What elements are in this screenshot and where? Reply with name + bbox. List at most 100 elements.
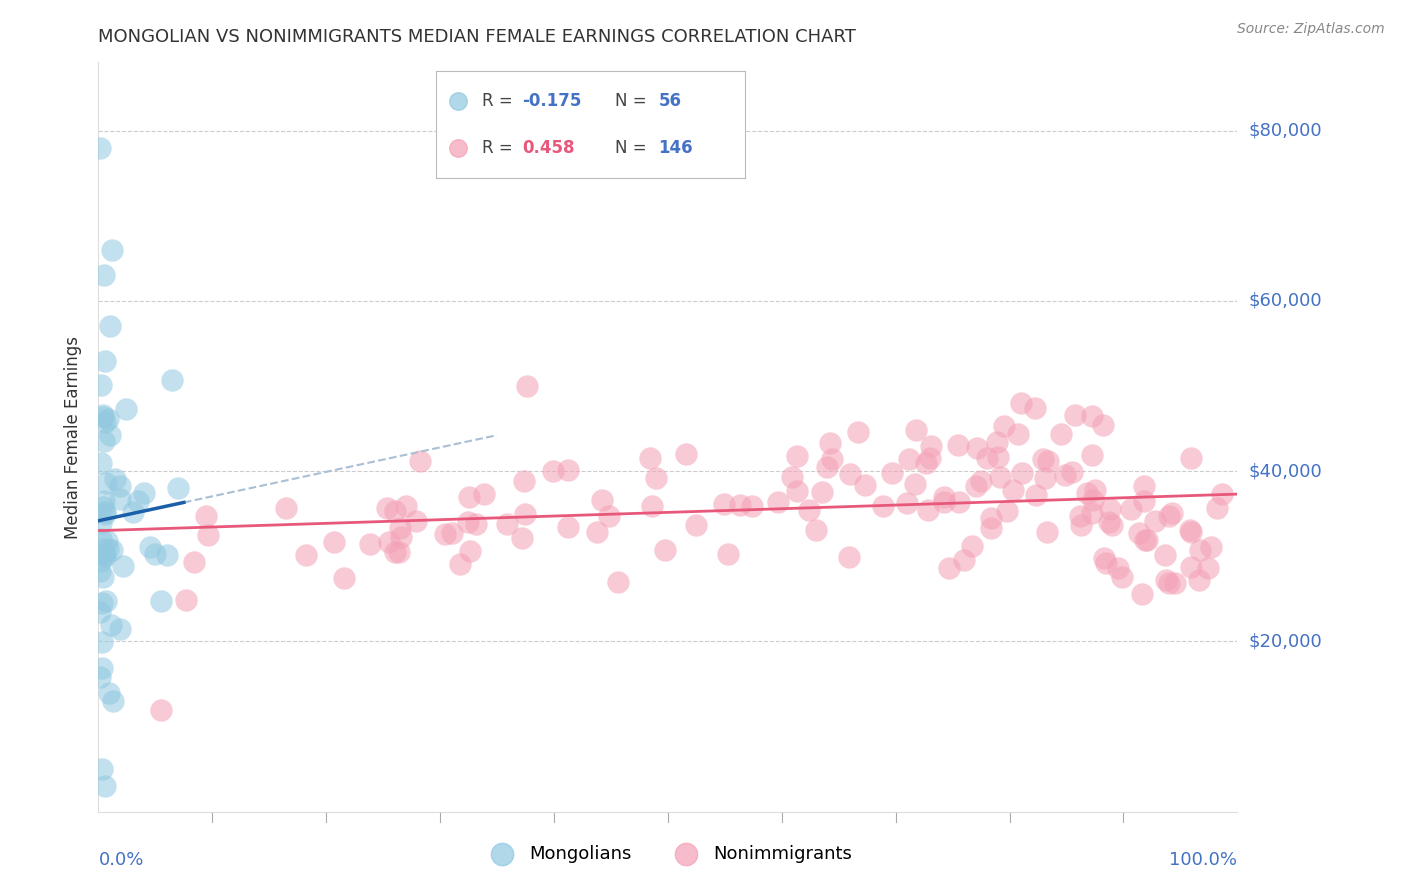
Point bbox=[806, 523, 828, 537]
Point bbox=[276, 501, 298, 516]
Point bbox=[103, 694, 125, 708]
Point bbox=[395, 499, 418, 513]
Point bbox=[93, 508, 115, 522]
Point bbox=[97, 541, 120, 556]
Point bbox=[713, 497, 735, 511]
Point bbox=[91, 596, 114, 610]
Point bbox=[1133, 479, 1156, 493]
Point bbox=[920, 451, 942, 466]
Text: $40,000: $40,000 bbox=[1249, 462, 1322, 480]
Point bbox=[1119, 502, 1142, 516]
Point bbox=[1164, 576, 1187, 591]
Point bbox=[101, 243, 124, 257]
Point bbox=[962, 539, 984, 553]
Point bbox=[1010, 396, 1032, 410]
Point bbox=[389, 521, 412, 535]
Point bbox=[1080, 506, 1102, 520]
Point bbox=[1083, 493, 1105, 508]
Text: 100.0%: 100.0% bbox=[1170, 851, 1237, 869]
Point bbox=[1107, 561, 1129, 575]
Point bbox=[557, 463, 579, 477]
Point bbox=[1084, 483, 1107, 498]
Point bbox=[441, 526, 464, 541]
Point bbox=[458, 490, 481, 504]
Point bbox=[377, 534, 399, 549]
Point bbox=[94, 353, 117, 368]
Point bbox=[457, 516, 479, 530]
Point bbox=[89, 140, 111, 154]
Point bbox=[838, 549, 860, 564]
Point bbox=[880, 467, 903, 481]
Point bbox=[516, 379, 538, 393]
Point bbox=[920, 439, 942, 453]
Point bbox=[294, 548, 316, 562]
Point bbox=[904, 423, 927, 437]
Legend: Mongolians, Nonimmigrants: Mongolians, Nonimmigrants bbox=[477, 838, 859, 870]
Point bbox=[1033, 471, 1056, 485]
Point bbox=[948, 494, 970, 508]
Point bbox=[1001, 483, 1024, 498]
Point bbox=[820, 436, 842, 450]
Point bbox=[872, 499, 894, 513]
Point bbox=[359, 537, 381, 551]
Point bbox=[1157, 508, 1180, 523]
Point bbox=[675, 447, 697, 461]
Text: -0.175: -0.175 bbox=[523, 93, 582, 111]
Point bbox=[988, 469, 1011, 483]
Point bbox=[1031, 452, 1053, 467]
Text: $80,000: $80,000 bbox=[1249, 121, 1322, 139]
Point bbox=[641, 499, 664, 513]
Point bbox=[98, 427, 121, 442]
Point bbox=[90, 378, 112, 392]
Point bbox=[1111, 570, 1133, 584]
Point bbox=[150, 702, 173, 716]
Point bbox=[90, 456, 112, 470]
Point bbox=[728, 498, 751, 512]
Point bbox=[433, 526, 456, 541]
Point bbox=[409, 454, 432, 468]
Text: Source: ZipAtlas.com: Source: ZipAtlas.com bbox=[1237, 22, 1385, 37]
Point bbox=[91, 409, 114, 424]
Point bbox=[98, 319, 121, 334]
Point bbox=[1160, 506, 1182, 520]
Point bbox=[174, 593, 197, 607]
Text: MONGOLIAN VS NONIMMIGRANTS MEDIAN FEMALE EARNINGS CORRELATION CHART: MONGOLIAN VS NONIMMIGRANTS MEDIAN FEMALE… bbox=[98, 28, 856, 45]
Point bbox=[987, 450, 1010, 464]
Point bbox=[780, 470, 803, 484]
Point bbox=[93, 541, 115, 556]
Point bbox=[965, 479, 987, 493]
Point bbox=[1133, 493, 1156, 508]
Point bbox=[846, 425, 869, 440]
Point bbox=[1098, 515, 1121, 529]
Point bbox=[1038, 454, 1060, 468]
Point bbox=[89, 564, 111, 578]
Point bbox=[322, 534, 344, 549]
Point bbox=[150, 594, 173, 608]
Point bbox=[1154, 574, 1177, 588]
Point bbox=[465, 517, 488, 532]
Point bbox=[1025, 488, 1047, 502]
Point bbox=[96, 533, 118, 548]
Point bbox=[1011, 466, 1033, 480]
Point bbox=[986, 434, 1008, 449]
Point bbox=[93, 493, 115, 508]
Text: 0.458: 0.458 bbox=[523, 139, 575, 157]
Point bbox=[110, 622, 132, 636]
Text: R =: R = bbox=[482, 139, 519, 157]
Point bbox=[995, 504, 1018, 518]
Point bbox=[510, 531, 533, 545]
Point bbox=[645, 471, 668, 485]
Point bbox=[156, 549, 179, 563]
Text: $20,000: $20,000 bbox=[1249, 632, 1322, 650]
Point bbox=[1211, 487, 1233, 501]
Point bbox=[838, 467, 860, 482]
Point bbox=[132, 485, 155, 500]
Point bbox=[654, 543, 676, 558]
Point bbox=[110, 491, 132, 506]
Text: 146: 146 bbox=[658, 139, 693, 157]
Point bbox=[1197, 561, 1219, 575]
Point bbox=[1199, 540, 1222, 554]
Point bbox=[786, 449, 808, 463]
Point bbox=[970, 474, 993, 488]
Point bbox=[980, 511, 1002, 525]
